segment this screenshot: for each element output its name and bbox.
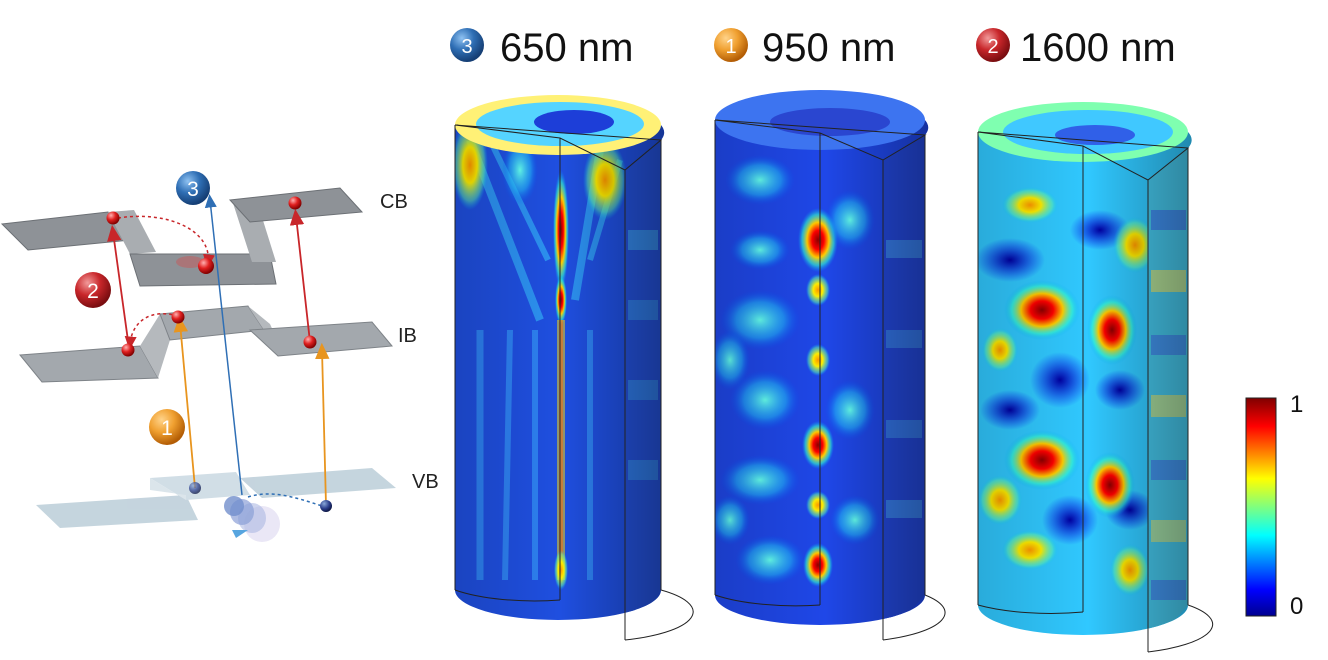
header-950nm: 1 950 nm [714, 26, 895, 70]
colorbar-gradient [1245, 397, 1277, 617]
header-650nm: 3 650 nm [450, 26, 633, 70]
header-950nm-wavelength: 950 nm [762, 26, 895, 70]
transition-badge-1: 1 [149, 409, 185, 445]
header-1600nm-badge: 2 [987, 36, 998, 58]
colorbar: 1 0 [1245, 391, 1303, 620]
transition-badge-1-number: 1 [161, 417, 173, 440]
cb-label: CB [380, 191, 408, 213]
header-1600nm: 2 1600 nm [976, 26, 1176, 70]
field-map-950nm [714, 90, 946, 641]
vb-label: VB [412, 471, 439, 493]
ib-label: IB [398, 325, 417, 347]
conduction-band [0, 187, 364, 287]
header-650nm-wavelength: 650 nm [500, 26, 633, 70]
header-950nm-badge: 1 [725, 36, 736, 58]
transition-badge-3-number: 3 [187, 178, 199, 201]
band-diagram: CB IB VB 3 2 1 [0, 171, 439, 542]
field-map-650nm [454, 95, 694, 641]
transition-badge-3: 3 [176, 171, 210, 205]
valence-band [36, 468, 396, 528]
colorbar-min-label: 0 [1290, 593, 1303, 620]
transition-badge-2: 2 [75, 272, 111, 308]
colorbar-max-label: 1 [1290, 391, 1303, 418]
intermediate-band [19, 305, 393, 383]
header-650nm-badge: 3 [461, 36, 472, 58]
field-map-1600nm [977, 102, 1214, 653]
transition-badge-2-number: 2 [87, 280, 99, 303]
header-1600nm-wavelength: 1600 nm [1020, 26, 1176, 70]
